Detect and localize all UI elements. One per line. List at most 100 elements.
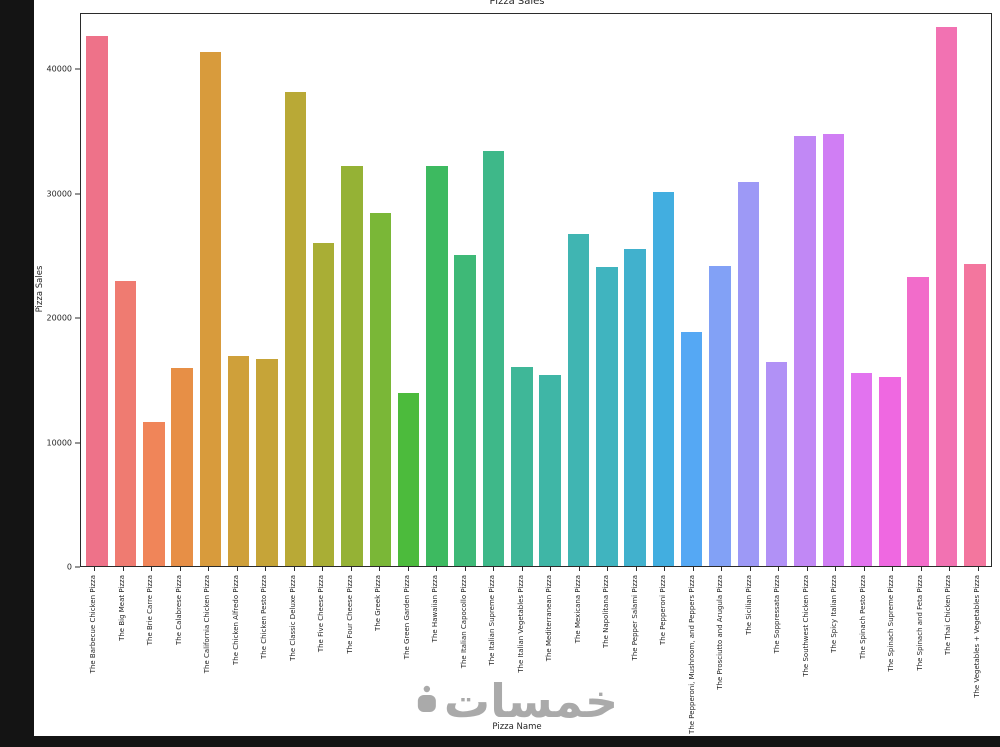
x-tick-label: The Prosciutto and Arugula Pizza <box>716 575 725 690</box>
x-tick-label: The Classic Deluxe Pizza <box>288 575 297 661</box>
x-tick-label: The Spinach and Feta Pizza <box>915 575 924 671</box>
bar <box>567 233 590 566</box>
bar <box>624 249 646 566</box>
x-tick-mark <box>778 567 780 571</box>
bar-slot <box>734 14 762 566</box>
x-tick: The Spinach Pesto Pizza <box>850 567 879 725</box>
bar-slot <box>536 14 564 566</box>
bar <box>256 358 278 566</box>
y-axis: 0 10000 20000 30000 40000 <box>34 13 80 572</box>
bar-slot <box>678 14 706 566</box>
x-tick: The Italian Vegetables Pizza <box>508 567 537 725</box>
watermark-logo-icon <box>416 684 438 718</box>
y-tick-mark <box>75 566 80 568</box>
bar <box>511 367 533 566</box>
x-tick-label: The Mediterranean Pizza <box>545 575 554 662</box>
bar-slot <box>649 14 677 566</box>
y-tick-label: 20000 <box>46 313 72 323</box>
bar-slot <box>904 14 932 566</box>
x-tick-mark <box>607 567 609 571</box>
x-tick: The Chicken Pesto Pizza <box>251 567 280 725</box>
bar <box>454 254 476 566</box>
bar-slot <box>196 14 224 566</box>
x-tick: The Pepper Salami Pizza <box>622 567 651 725</box>
bar <box>539 375 561 566</box>
x-tick-mark <box>94 567 96 571</box>
bar-slot <box>932 14 960 566</box>
x-tick-label: The Barbecue Chicken Pizza <box>89 575 98 674</box>
x-tick: The Big Meat Pizza <box>109 567 138 725</box>
x-tick: The Napolitana Pizza <box>593 567 622 725</box>
bar <box>143 422 165 566</box>
bar <box>680 332 703 566</box>
x-tick: The Brie Carre Pizza <box>137 567 166 725</box>
x-tick-label: The Italian Supreme Pizza <box>488 575 497 666</box>
x-tick: The Calabrese Pizza <box>166 567 195 725</box>
x-tick-mark <box>379 567 381 571</box>
bar <box>199 52 222 566</box>
figure-panel: Pizza Sales Pizza Sales 0 10000 20000 30000… <box>34 0 1000 736</box>
x-tick-mark <box>949 567 951 571</box>
bar <box>709 265 731 566</box>
x-tick-label: The Calabrese Pizza <box>174 575 183 645</box>
x-tick: The Prosciutto and Arugula Pizza <box>707 567 736 725</box>
y-tick-label: 0 <box>66 562 72 572</box>
bars <box>81 14 991 566</box>
bar-slot <box>508 14 536 566</box>
bar <box>822 133 845 566</box>
chart-title: Pizza Sales <box>489 0 545 7</box>
bar <box>397 392 420 566</box>
x-tick-label: The Vegetables + Vegetables Pizza <box>972 575 981 698</box>
x-tick-mark <box>692 567 694 571</box>
x-tick-label: The Greek Pizza <box>374 575 383 631</box>
bar-slot <box>593 14 621 566</box>
bar-slot <box>451 14 479 566</box>
x-tick-mark <box>122 567 124 571</box>
x-tick: The Sicilian Pizza <box>736 567 765 725</box>
bar-slot <box>819 14 847 566</box>
x-tick-mark <box>920 567 922 571</box>
bar-slot <box>791 14 819 566</box>
x-tick-mark <box>977 567 979 571</box>
bar <box>737 182 760 566</box>
x-tick: The Spinach and Feta Pizza <box>907 567 936 725</box>
bar <box>284 92 307 566</box>
bar <box>652 191 675 566</box>
bar-slot <box>706 14 734 566</box>
x-tick-label: The Italian Capocollo Pizza <box>459 575 468 669</box>
x-tick-label: The Green Garden Pizza <box>402 575 411 660</box>
x-axis-label: Pizza Name <box>492 722 542 732</box>
x-tick-mark <box>322 567 324 571</box>
bar <box>907 277 929 566</box>
x-tick: The Soppressata Pizza <box>764 567 793 725</box>
x-tick-label: The Sicilian Pizza <box>744 575 753 635</box>
x-tick: The Classic Deluxe Pizza <box>280 567 309 725</box>
x-tick-label: The Spinach Pesto Pizza <box>858 575 867 660</box>
x-tick: The Spicy Italian Pizza <box>821 567 850 725</box>
x-tick: The Hawaiian Pizza <box>422 567 451 725</box>
x-tick-mark <box>892 567 894 571</box>
bar <box>794 135 816 566</box>
bar-slot <box>253 14 281 566</box>
y-tick-label: 40000 <box>46 64 72 74</box>
bar-slot <box>961 14 989 566</box>
y-tick-mark <box>75 442 80 444</box>
x-tick-label: The Italian Vegetables Pizza <box>516 575 525 673</box>
bar <box>86 35 108 566</box>
bar <box>879 376 901 566</box>
x-tick: The Pepperoni Pizza <box>650 567 679 725</box>
bar <box>765 362 788 566</box>
x-tick-mark <box>835 567 837 571</box>
bar <box>482 150 505 566</box>
x-tick: The Mediterranean Pizza <box>536 567 565 725</box>
bar-slot <box>281 14 309 566</box>
bar-slot <box>763 14 791 566</box>
x-tick: The Italian Capocollo Pizza <box>451 567 480 725</box>
x-tick: The Chicken Alfredo Pizza <box>223 567 252 725</box>
x-tick-mark <box>521 567 523 571</box>
x-tick-label: The California Chicken Pizza <box>203 575 212 674</box>
bar-slot <box>366 14 394 566</box>
x-tick-mark <box>265 567 267 571</box>
x-tick: The Four Cheese Pizza <box>337 567 366 725</box>
x-tick: The Spinach Supreme Pizza <box>878 567 907 725</box>
